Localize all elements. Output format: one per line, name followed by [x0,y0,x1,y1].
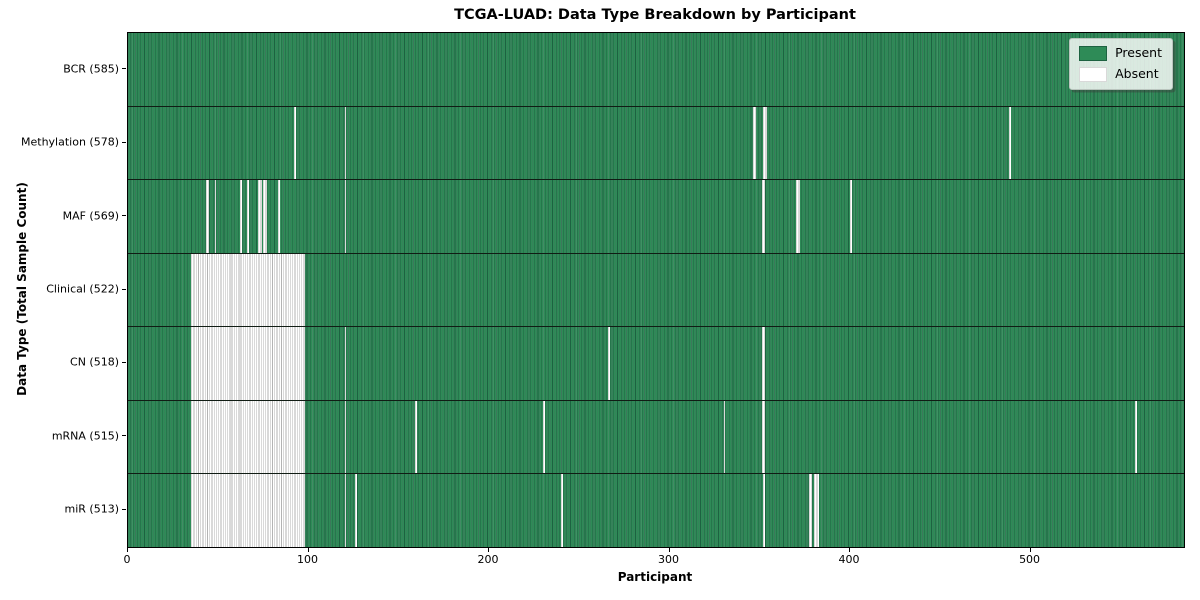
y-tick-mark [122,361,126,363]
x-tick-mark [488,547,490,552]
y-tick-label-clinical: Clinical (522) [46,282,119,296]
y-axis-label: Data Type (Total Sample Count) [15,182,29,396]
absent-stripe [355,473,358,547]
row-band-cn [128,326,1184,401]
row-separator [128,326,1184,328]
y-tick-mark [122,508,126,510]
row-band-mrna [128,400,1184,474]
absent-stripe [608,326,610,401]
legend-entry-present: Present [1079,46,1162,61]
y-tick-label-maf: MAF (569) [62,209,119,223]
legend: Present Absent [1069,38,1173,90]
absent-stripe [761,326,766,401]
absent-stripe [191,400,305,474]
row-separator [128,105,1184,107]
absent-stripe [415,400,417,474]
absent-stripe [813,473,820,547]
x-axis-label: Participant [617,570,693,584]
legend-label: Absent [1115,66,1159,82]
absent-stripe [561,473,564,547]
absent-stripe [191,326,305,401]
y-tick-label-mrna: mRNA (515) [51,429,119,443]
x-tick-label: 200 [477,553,499,566]
y-tick-mark [122,68,126,70]
x-tick-mark [849,547,851,552]
absent-stripe [344,326,347,401]
absent-stripe [795,179,800,254]
absent-stripe [344,400,347,474]
absent-stripe [344,473,347,547]
absent-stripe [763,106,767,180]
plot-area [127,32,1185,548]
y-tick-mark [122,215,126,217]
x-tick-label: 500 [1019,553,1041,566]
row-band-clinical [128,253,1184,327]
legend-swatch-absent [1079,67,1108,82]
legend-entry-absent: Absent [1079,67,1162,82]
absent-stripe [543,400,545,474]
row-separator [128,179,1184,181]
absent-stripe [191,253,305,327]
y-tick-label-methylation: Methylation (578) [21,135,119,149]
y-tick-label-mir: miR (513) [64,502,120,516]
absent-stripe [761,400,766,474]
absent-stripe [1008,106,1011,180]
x-tick-mark [668,547,670,552]
row-separator [128,399,1184,401]
absent-stripe [191,473,305,547]
absent-stripe [294,106,296,180]
y-tick-label-cn: CN (518) [70,355,119,369]
y-tick-label-bcr: BCR (585) [63,62,119,76]
absent-stripe [344,106,347,180]
x-tick-mark [127,547,128,552]
y-tick-mark [122,288,126,290]
x-tick-label: 300 [658,553,680,566]
legend-swatch-present [1079,46,1108,61]
y-tick-mark [122,435,126,437]
absent-stripe [247,179,249,254]
absent-stripe [277,179,280,254]
absent-stripe [850,179,852,254]
absent-stripe [763,473,766,547]
row-band-mir [128,473,1184,547]
absent-stripe [761,179,766,254]
absent-stripe [214,179,217,254]
x-tick-mark [1029,547,1031,552]
absent-stripe [205,179,210,254]
row-separator [128,252,1184,254]
row-band-bcr [128,33,1184,107]
y-tick-mark [122,141,126,143]
absent-stripe [239,179,242,254]
row-band-methylation [128,106,1184,180]
absent-stripe [263,179,267,254]
chart-title: TCGA-LUAD: Data Type Breakdown by Partic… [454,7,856,23]
absent-stripe [344,179,347,254]
absent-stripe [723,400,726,474]
legend-label: Present [1115,45,1162,61]
absent-stripe [257,179,262,254]
x-tick-label: 100 [297,553,318,566]
x-tick-label: 0 [123,553,131,566]
absent-stripe [808,473,813,547]
absent-stripe [1135,400,1138,474]
row-band-maf [128,179,1184,254]
absent-stripe [752,106,757,180]
x-tick-mark [307,547,309,552]
row-separator [128,473,1184,475]
x-tick-label: 400 [838,553,860,566]
